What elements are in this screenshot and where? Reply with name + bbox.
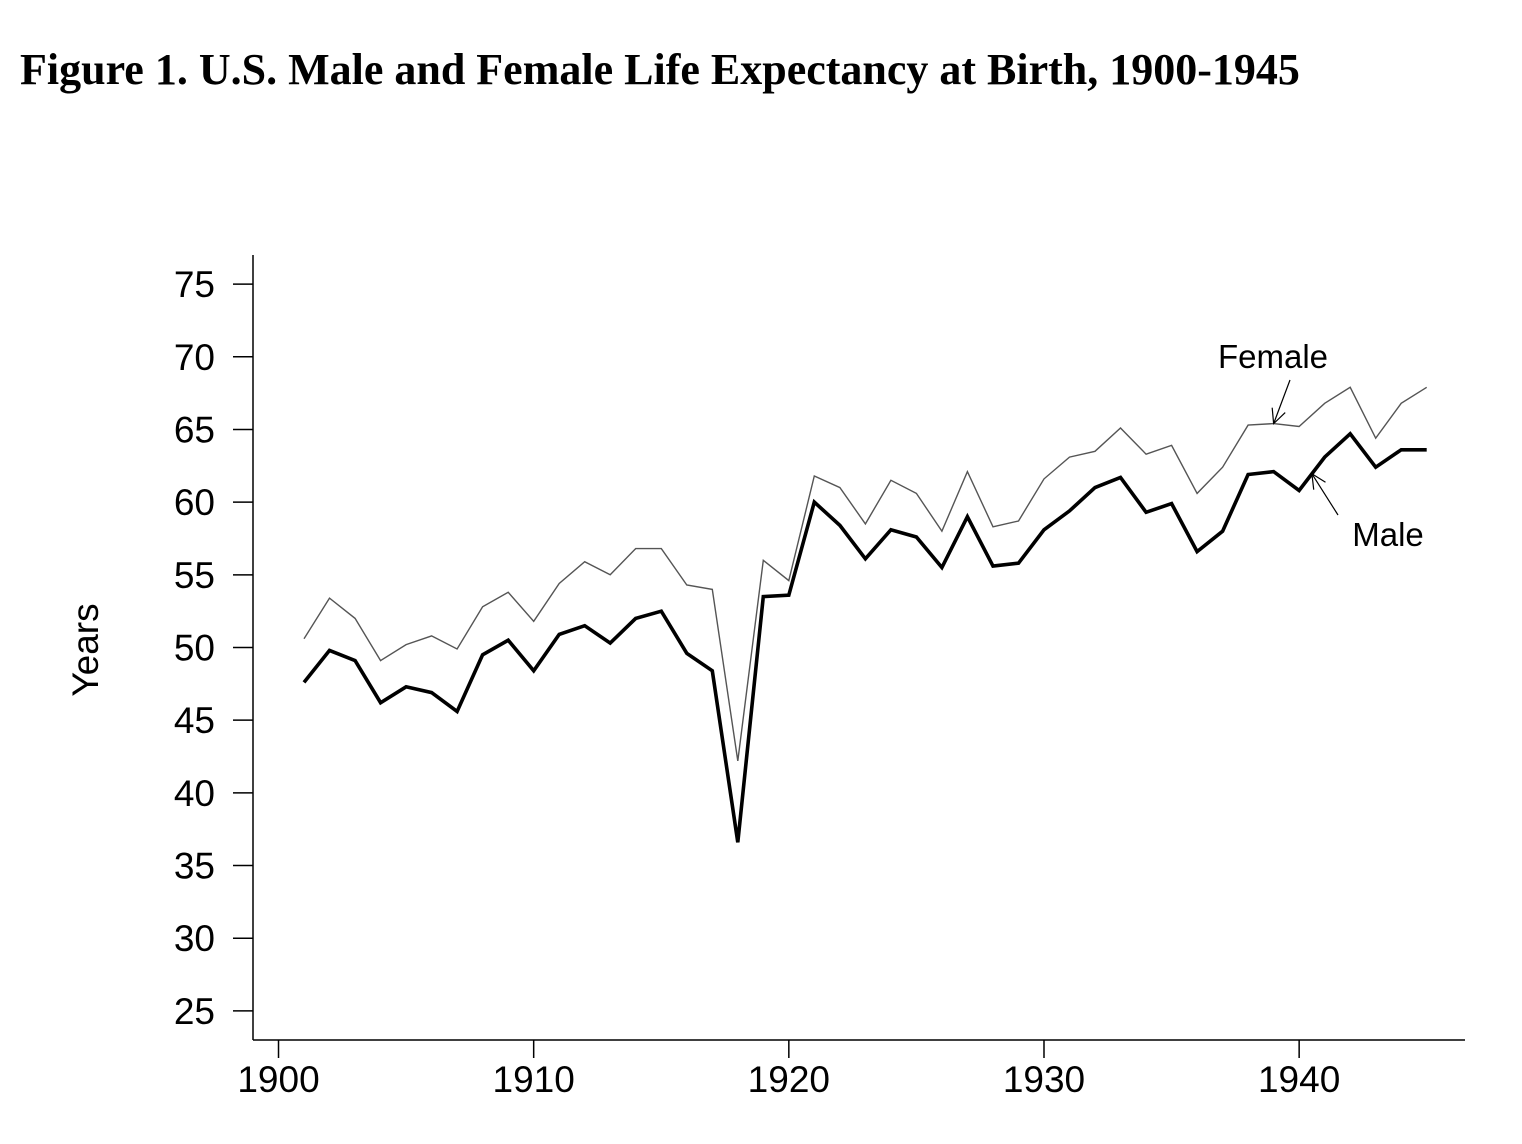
x-tick-label: 1900 [237, 1059, 319, 1100]
figure-title: Figure 1. U.S. Male and Female Life Expe… [20, 45, 1300, 94]
series-line-female [303, 386, 1428, 762]
annotation-arrowhead [1311, 472, 1326, 490]
annotations: Female Male [1218, 338, 1424, 553]
y-tick-label: 70 [174, 337, 215, 378]
y-tick-label: 65 [174, 409, 215, 450]
annotation-label-female: Female [1218, 338, 1328, 375]
y-tick-label: 45 [174, 700, 215, 741]
y-tick-label: 75 [174, 264, 215, 305]
y-tick-label: 35 [174, 846, 215, 887]
x-tick-label: 1920 [748, 1059, 830, 1100]
y-axis-title: Years [65, 603, 106, 696]
series-line-male [302, 431, 1427, 843]
x-axis-ticks: 1900 1910 1920 1930 1940 [237, 1040, 1340, 1100]
y-axis-ticks: 25 30 35 40 45 50 55 60 65 70 75 [174, 264, 253, 1032]
y-tick-label: 40 [174, 773, 215, 814]
annotation-pointer [1273, 379, 1291, 424]
annotation-arrowhead [1271, 407, 1286, 425]
annotation-pointer [1311, 473, 1339, 516]
x-tick-label: 1930 [1003, 1059, 1085, 1100]
annotation-label-male: Male [1352, 516, 1424, 553]
x-tick-label: 1910 [493, 1059, 575, 1100]
x-tick-label: 1940 [1258, 1059, 1340, 1100]
y-tick-label: 55 [174, 555, 215, 596]
y-tick-label: 50 [174, 628, 215, 669]
y-tick-label: 30 [174, 918, 215, 959]
y-tick-label: 60 [174, 482, 215, 523]
y-tick-label: 25 [174, 991, 215, 1032]
series-layer [302, 386, 1428, 843]
